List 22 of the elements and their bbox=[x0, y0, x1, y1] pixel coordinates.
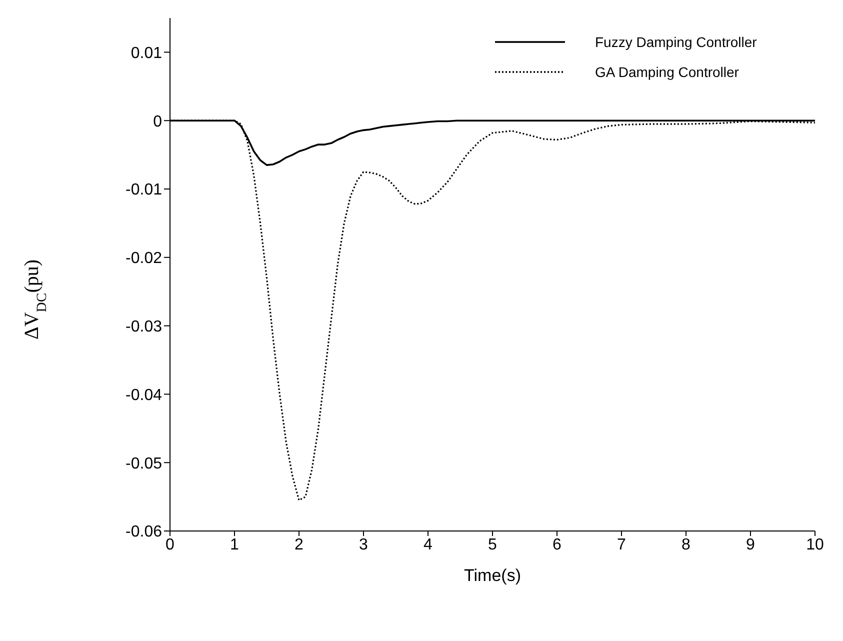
x-tick-label: 2 bbox=[294, 536, 304, 554]
x-tick-label: 1 bbox=[230, 536, 240, 554]
x-tick-label: 6 bbox=[552, 536, 562, 554]
y-tick-label: -0.06 bbox=[126, 524, 162, 541]
y-tick-label: -0.04 bbox=[126, 386, 162, 404]
x-tick-label: 4 bbox=[424, 536, 433, 554]
x-tick-label: 5 bbox=[488, 536, 498, 554]
y-tick-label: -0.02 bbox=[126, 250, 162, 268]
x-axis-title: Time(s) bbox=[464, 566, 521, 585]
y-tick-label: -0.05 bbox=[126, 455, 162, 472]
x-tick-label: 8 bbox=[682, 536, 691, 554]
x-tick-label: 0 bbox=[166, 536, 175, 554]
legend-label: GA Damping Controller bbox=[595, 64, 740, 80]
y-tick-label: 0.01 bbox=[130, 44, 162, 62]
x-tick-label: 3 bbox=[359, 536, 368, 554]
y-tick-label: -0.03 bbox=[126, 318, 162, 336]
x-tick-label: 10 bbox=[806, 536, 824, 554]
y-tick-label: 0 bbox=[153, 113, 162, 130]
legend-label: Fuzzy Damping Controller bbox=[595, 34, 758, 50]
x-tick-label: 7 bbox=[617, 536, 626, 554]
y-tick-label: -0.01 bbox=[126, 182, 162, 199]
x-tick-label: 9 bbox=[746, 536, 756, 554]
